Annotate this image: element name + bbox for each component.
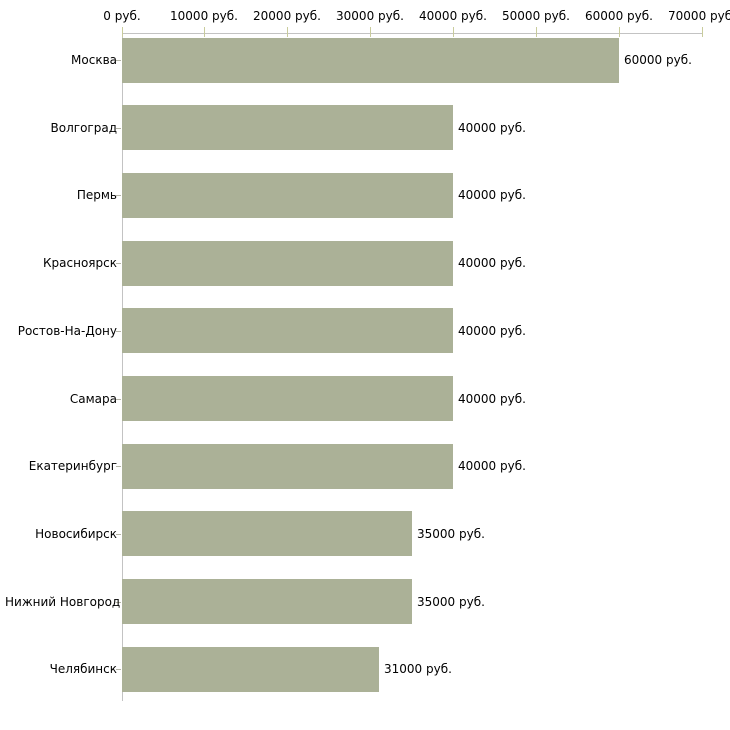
category-label: Волгоград	[50, 121, 117, 135]
x-axis-tick	[702, 27, 703, 37]
y-axis-line	[121, 33, 123, 701]
category-label: Челябинск	[49, 662, 117, 676]
bar	[122, 444, 453, 489]
x-axis-tick-label: 20000 руб.	[253, 9, 321, 23]
x-axis-tick	[204, 27, 205, 37]
category-label: Москва	[71, 53, 117, 67]
value-label: 40000 руб.	[458, 392, 526, 406]
x-axis-tick	[122, 27, 123, 37]
category-label: Самара	[69, 392, 117, 406]
value-label: 40000 руб.	[458, 459, 526, 473]
value-label: 40000 руб.	[458, 121, 526, 135]
bar	[122, 241, 453, 286]
y-axis-tick	[116, 669, 121, 670]
value-label: 35000 руб.	[417, 527, 485, 541]
y-axis-tick	[116, 466, 121, 467]
x-axis-tick-label: 30000 руб.	[336, 9, 404, 23]
value-label: 40000 руб.	[458, 324, 526, 338]
bar	[122, 647, 379, 692]
bar	[122, 173, 453, 218]
x-axis-tick	[453, 27, 454, 37]
value-label: 60000 руб.	[624, 53, 692, 67]
bar	[122, 308, 453, 353]
category-label: Красноярск	[43, 256, 117, 270]
x-axis-tick	[619, 27, 620, 37]
x-axis-line	[121, 33, 703, 34]
y-axis-tick	[116, 128, 121, 129]
x-axis-tick-label: 0 руб.	[103, 9, 141, 23]
y-axis-tick	[116, 60, 121, 61]
x-axis-tick	[370, 27, 371, 37]
y-axis-tick	[116, 331, 121, 332]
value-label: 40000 руб.	[458, 188, 526, 202]
x-axis-tick-label: 10000 руб.	[170, 9, 238, 23]
x-axis-tick-label: 50000 руб.	[502, 9, 570, 23]
bar	[122, 38, 619, 83]
y-axis-tick	[116, 195, 121, 196]
x-axis-tick-label: 70000 руб.	[668, 9, 730, 23]
x-axis-tick	[536, 27, 537, 37]
y-axis-tick	[116, 399, 121, 400]
category-label: Ростов-На-Дону	[17, 324, 117, 338]
x-axis-tick	[287, 27, 288, 37]
category-label: Нижний Новгород	[5, 595, 121, 609]
bar	[122, 511, 412, 556]
y-axis-tick	[116, 534, 121, 535]
y-axis-tick	[116, 263, 121, 264]
bar	[122, 376, 453, 421]
category-label: Новосибирск	[35, 527, 117, 541]
value-label: 31000 руб.	[384, 662, 452, 676]
bar	[122, 105, 453, 150]
x-axis-tick-label: 40000 руб.	[419, 9, 487, 23]
x-axis-tick-label: 60000 руб.	[585, 9, 653, 23]
category-label: Пермь	[76, 188, 117, 202]
y-axis-tick	[116, 602, 121, 603]
category-label: Екатеринбург	[28, 459, 117, 473]
value-label: 35000 руб.	[417, 595, 485, 609]
value-label: 40000 руб.	[458, 256, 526, 270]
bar	[122, 579, 412, 624]
